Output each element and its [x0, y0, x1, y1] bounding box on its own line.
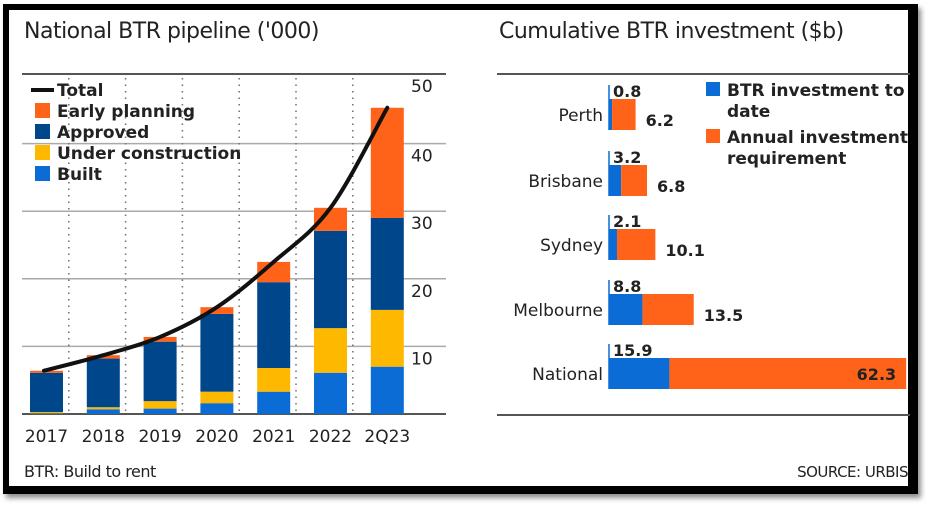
legend-annual-requirement-swatch [706, 129, 720, 143]
legend-under-construction-label: Under construction [57, 144, 241, 164]
bar-investment-to-date-brisbane [609, 165, 622, 196]
legend-built-label: Built [57, 165, 102, 185]
x-tick-label: 2020 [195, 427, 238, 447]
bar-investment-to-date-national [609, 358, 670, 389]
total-line-path [42, 105, 390, 373]
category-label-sydney: Sydney [540, 236, 603, 256]
bar-built-2q23 [370, 366, 404, 414]
bar-approved-2018 [86, 358, 120, 408]
bar-investment-to-date-perth [609, 99, 613, 130]
left-y-tick-labels: 10 20 30 40 50 [411, 77, 433, 369]
x-tick-label: 2019 [138, 427, 181, 447]
legend-investment-to-date-label-line2: date [727, 102, 770, 122]
legend-approved-label: Approved [57, 123, 149, 143]
left-chart-title: National BTR pipeline ('000) [24, 19, 319, 44]
x-tick-label: 2021 [252, 427, 295, 447]
x-tick-label: 2018 [82, 427, 125, 447]
bar-under-construction-2022 [314, 328, 347, 373]
bar-approved-2022 [314, 230, 347, 329]
bar-under-construction-2020 [200, 391, 234, 404]
bar-under-construction-2017 [30, 411, 63, 414]
bar-investment-to-date-sydney [609, 229, 617, 260]
category-label-perth: Perth [558, 106, 603, 126]
bar-built-2019 [143, 408, 177, 414]
value-label-annual-requirement-brisbane: 6.8 [657, 177, 685, 196]
legend-annual-requirement-label-line1: Annual investment [727, 128, 908, 148]
bar-annual-requirement-melbourne [642, 294, 694, 325]
legend-built-swatch [35, 166, 50, 181]
bar-annual-requirement-perth [612, 99, 636, 130]
y-tick-label: 40 [411, 147, 433, 167]
category-label-national: National [532, 365, 603, 385]
bar-built-2018 [86, 409, 120, 414]
bar-early-planning-2020 [200, 307, 234, 314]
x-tick-label: 2017 [25, 427, 68, 447]
right-bars: Perth 0.8 6.2 Brisbane 3.2 6.8 Sydney 2.1 10.1 Me… [497, 73, 910, 416]
right-chart-title: Cumulative BTR investment ($b) [499, 19, 844, 44]
bar-approved-2021 [257, 282, 291, 369]
legend-total-label: Total [57, 81, 103, 101]
bar-under-construction-2018 [86, 407, 120, 410]
legend-investment-to-date-swatch [706, 82, 720, 96]
total-line [42, 105, 390, 373]
bar-early-planning-2022 [314, 207, 347, 231]
bar-approved-2017 [30, 372, 63, 412]
legend-early-planning-label: Early planning [57, 102, 195, 122]
bar-under-construction-2q23 [370, 309, 404, 367]
y-tick-label: 30 [411, 214, 433, 234]
bar-built-2017 [30, 413, 63, 414]
y-tick-label: 50 [411, 77, 433, 97]
source-note: SOURCE: URBIS [797, 463, 908, 481]
bar-early-planning-2019 [143, 336, 177, 342]
value-label-investment-to-date-melbourne: 8.8 [613, 277, 641, 296]
value-label-annual-requirement-melbourne: 13.5 [704, 306, 743, 325]
bar-built-2021 [257, 391, 291, 414]
legend-annual-requirement-label-line2: requirement [727, 149, 846, 169]
bar-investment-to-date-melbourne [609, 294, 643, 325]
value-label-annual-requirement-national: 62.3 [857, 365, 896, 384]
bar-built-2022 [314, 372, 347, 414]
bar-built-2020 [200, 403, 234, 414]
value-label-annual-requirement-sydney: 10.1 [665, 241, 704, 260]
value-label-investment-to-date-sydney: 2.1 [613, 212, 641, 231]
y-tick-label: 10 [411, 349, 433, 369]
bar-approved-2019 [143, 341, 177, 402]
value-label-annual-requirement-perth: 6.2 [646, 111, 674, 130]
bar-annual-requirement-sydney [616, 229, 656, 260]
legend-under-construction-swatch [35, 145, 50, 160]
bar-approved-2020 [200, 313, 234, 392]
bar-annual-requirement-national [669, 358, 907, 389]
bar-annual-requirement-brisbane [621, 165, 647, 196]
legend-approved-swatch [35, 124, 50, 139]
y-tick-label: 20 [411, 282, 433, 302]
category-label-brisbane: Brisbane [528, 172, 603, 192]
value-label-investment-to-date-perth: 0.8 [613, 82, 641, 101]
legend-early-planning-swatch [35, 103, 50, 118]
category-label-melbourne: Melbourne [513, 301, 603, 321]
footnote: BTR: Build to rent [24, 462, 156, 481]
bar-approved-2q23 [370, 217, 404, 310]
legend-investment-to-date-label-line1: BTR investment to [727, 81, 905, 101]
x-tick-label: 2022 [309, 427, 352, 447]
bar-early-planning-2q23 [370, 107, 404, 218]
bar-under-construction-2021 [257, 368, 291, 392]
bar-under-construction-2019 [143, 401, 177, 409]
left-x-tick-labels: 2017 2018 2019 2020 2021 2022 2Q23 [25, 427, 410, 447]
x-tick-label: 2Q23 [364, 427, 410, 447]
value-label-investment-to-date-brisbane: 3.2 [613, 148, 641, 167]
value-label-investment-to-date-national: 15.9 [613, 341, 652, 360]
